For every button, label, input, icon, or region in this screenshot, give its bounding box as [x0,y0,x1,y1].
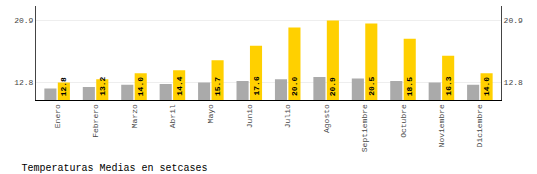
svg-text:18.5: 18.5 [405,77,414,96]
svg-text:16.3: 16.3 [444,76,453,95]
svg-text:13.2: 13.2 [98,76,107,95]
svg-text:14.0: 14.0 [482,77,491,96]
svg-text:Agosto: Agosto [322,104,331,133]
svg-text:Julio: Julio [283,104,292,128]
svg-text:20.9: 20.9 [14,16,33,25]
svg-text:20.9: 20.9 [504,16,523,25]
svg-text:20.9: 20.9 [328,77,337,96]
svg-text:Diciembre: Diciembre [475,104,484,147]
svg-text:20.0: 20.0 [290,77,299,96]
svg-text:Mayo: Mayo [206,104,215,123]
svg-text:Marzo: Marzo [130,104,139,128]
svg-text:Febrero: Febrero [91,104,100,138]
svg-text:Octubre: Octubre [399,104,408,138]
svg-text:14.4: 14.4 [175,76,184,95]
svg-text:Enero: Enero [53,104,62,128]
svg-text:Noviembre: Noviembre [437,104,446,147]
svg-text:14.0: 14.0 [136,77,145,96]
svg-text:12.8: 12.8 [14,78,33,87]
svg-text:17.6: 17.6 [252,76,261,95]
svg-text:12.8: 12.8 [504,78,523,87]
svg-text:Septiembre: Septiembre [360,104,369,152]
svg-text:Junio: Junio [245,104,254,128]
svg-text:12.8: 12.8 [59,77,68,96]
svg-text:15.7: 15.7 [213,77,222,96]
svg-text:Temperaturas Medias en setcase: Temperaturas Medias en setcases [21,163,207,174]
svg-text:Abril: Abril [168,104,177,128]
svg-text:20.5: 20.5 [367,76,376,95]
